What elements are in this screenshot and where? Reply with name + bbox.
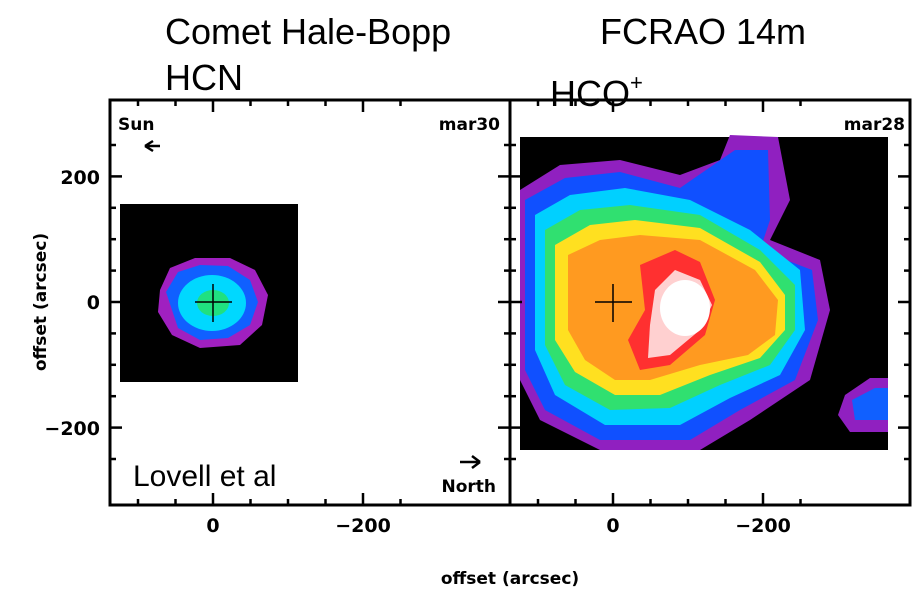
molecule-right: HCO+ [550,70,643,114]
sun-label: Sun [118,115,154,135]
molecule-left: HCN [165,57,243,98]
y-tick-label: 200 [60,167,100,189]
x-axis-label: offset (arcsec) [441,569,579,589]
tick-marks [110,100,910,505]
north-arrow [460,455,481,469]
y-tick-label: 0 [87,292,100,314]
x-tick-label: 0 [206,515,219,537]
x-tick-label: 0 [606,515,619,537]
credit: Lovell et al [133,460,276,493]
molecule-charge: + [630,70,643,95]
hcn-map [120,204,298,382]
hco-map [520,135,888,450]
north-label: North [441,477,496,497]
y-tick-label: −200 [44,418,100,440]
molecule-name: HCO [550,73,630,114]
y-axis-label: offset (arcsec) [31,233,51,371]
title-right: FCRAO 14m [600,11,806,52]
sun-arrow [144,139,160,153]
date-right: mar28 [844,115,905,135]
x-tick-label: −200 [335,515,391,537]
title-left: Comet Hale-Bopp [165,11,451,52]
date-left: mar30 [439,115,500,135]
x-tick-label: −200 [735,515,791,537]
